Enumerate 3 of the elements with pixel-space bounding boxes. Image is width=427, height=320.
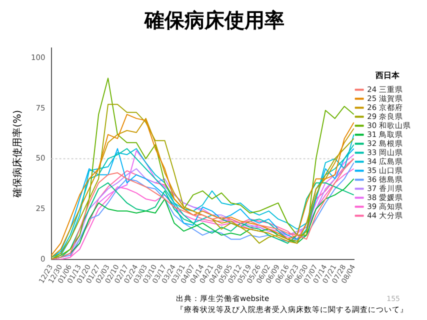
- chart-title: 確保病床使用率: [144, 8, 284, 32]
- legend-title: 西日本: [374, 71, 400, 80]
- y-axis-title: 確保病床使用率(%): [12, 110, 24, 198]
